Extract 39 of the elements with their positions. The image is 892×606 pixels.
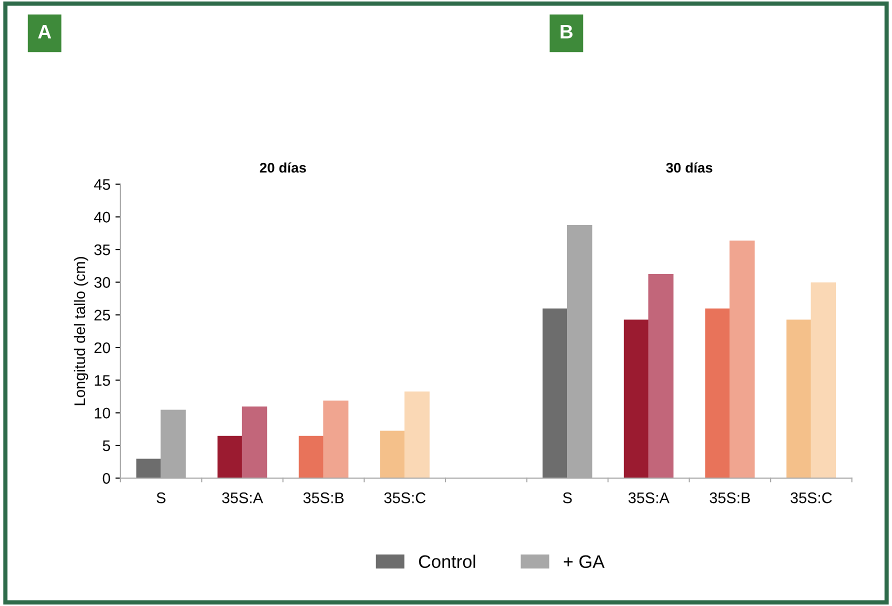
bar: [136, 458, 162, 478]
legend-label: Control: [419, 554, 476, 568]
x-tick-label: 35S:B: [303, 492, 344, 504]
y-tick-label: 40: [94, 212, 110, 223]
bar: [705, 308, 730, 478]
y-tick-label: 0: [102, 473, 110, 484]
bar: [298, 436, 324, 478]
y-axis-title: Longitud del tallo (cm): [74, 256, 88, 406]
text: 30 días: [666, 162, 712, 173]
x-tick-label: S: [563, 492, 572, 504]
bar: [624, 320, 650, 478]
x-tick-label: 35S:A: [628, 492, 670, 504]
bar: [323, 400, 348, 478]
y-tick-label: 5: [102, 440, 110, 452]
bar: [730, 240, 755, 478]
bar: [542, 308, 568, 478]
text: 20 días: [260, 162, 306, 173]
bar: [810, 282, 836, 478]
y-tick-label: 10: [94, 408, 110, 419]
x-tick-label: 35S:B: [710, 492, 750, 504]
y-tick-label: 30: [94, 277, 110, 288]
x-tick-label: S: [156, 492, 166, 504]
y-tick-label: 25: [94, 310, 110, 321]
x-tick-label: 35S:C: [790, 492, 832, 504]
bar: [404, 392, 430, 478]
y-tick-label: 15: [94, 375, 110, 386]
y-tick-label: 35: [94, 244, 110, 256]
y-tick-label: 45: [94, 179, 110, 190]
bar: [648, 274, 674, 478]
text: A: [38, 24, 52, 38]
text: B: [560, 24, 573, 38]
x-tick-label: 35S:A: [222, 492, 264, 504]
legend-label: + GA: [564, 555, 605, 568]
y-tick-label: 20: [94, 342, 110, 354]
bar: [786, 320, 812, 478]
bar: [242, 406, 268, 478]
bar: [218, 436, 243, 478]
x-tick-label: 35S:C: [384, 492, 426, 504]
bar: [380, 430, 406, 478]
